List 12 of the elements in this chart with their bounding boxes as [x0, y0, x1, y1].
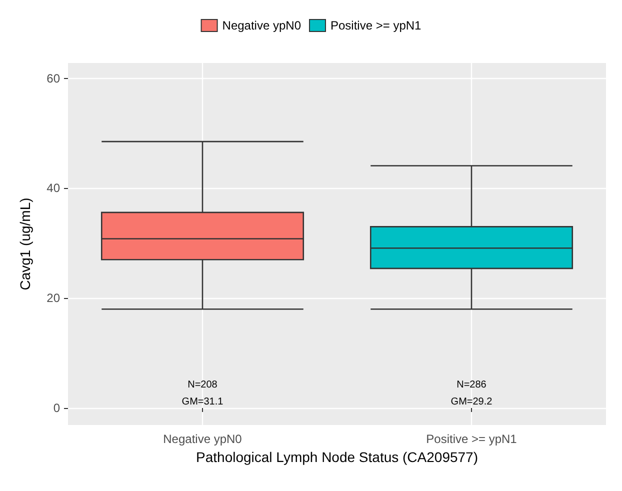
annotation: N=286: [456, 380, 487, 390]
y-tick-label: 20: [46, 291, 60, 306]
legend-label: Positive >= ypN1: [330, 18, 422, 32]
y-tick-label: 0: [53, 400, 60, 415]
annotation: GM=29.2: [450, 396, 493, 408]
x-axis-title: Pathological Lymph Node Status (CA209577): [196, 448, 478, 465]
legend-label: Negative ypN0: [222, 18, 302, 32]
y-tick-label: 60: [46, 71, 60, 86]
annotation: GM=31.1: [182, 396, 224, 408]
annotation: N=208: [188, 380, 218, 390]
y-axis-title: Cavg1 (ug/mL): [17, 198, 33, 290]
y-tick-label: 40: [46, 181, 60, 196]
